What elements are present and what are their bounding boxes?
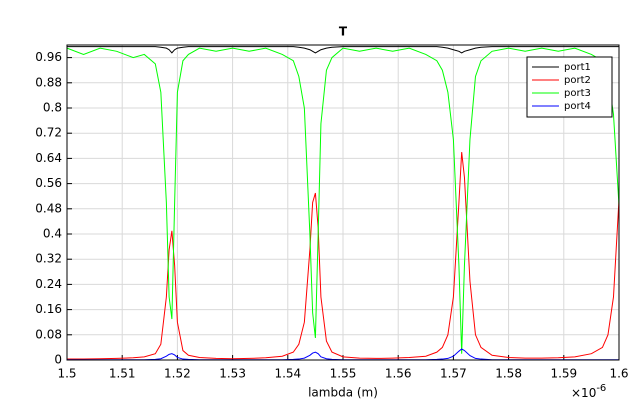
y-tick-label: 0.08 [35, 327, 62, 341]
x-tick-label: 1.5 [57, 367, 76, 381]
legend-label: port4 [564, 101, 591, 112]
y-tick-label: 0.88 [35, 75, 62, 89]
plot-frame [66, 44, 620, 361]
y-tick-label: 0.16 [35, 302, 62, 316]
line-series [66, 47, 620, 354]
legend-label: port1 [564, 62, 591, 73]
legend-label: port2 [564, 75, 591, 86]
y-tick-label: 0.32 [35, 252, 62, 266]
x-axis-label: lambda (m) [308, 386, 378, 400]
y-tick-label: 0.64 [35, 151, 62, 165]
y-tick-label: 0.96 [35, 50, 62, 64]
x-tick-label: 1.57 [440, 367, 467, 381]
x-tick-label: 1.6 [609, 367, 628, 381]
y-tick-label: 0.4 [43, 227, 62, 241]
x-tick-label: 1.58 [495, 367, 522, 381]
legend-label: port3 [564, 88, 591, 99]
x-tick-label: 1.59 [550, 367, 577, 381]
x-tick-label: 1.53 [219, 367, 246, 381]
y-tick-label: 0.56 [35, 176, 62, 190]
chart-title: T [339, 25, 348, 39]
x-exponent-base: ×10 [571, 386, 596, 400]
x-tick-label: 1.56 [385, 367, 412, 381]
x-tick-label: 1.55 [330, 367, 357, 381]
y-tick-label: 0.72 [35, 126, 62, 140]
line-series [67, 46, 619, 54]
x-exponent: ×10-6 [571, 383, 606, 400]
y-tick-label: 0.48 [35, 201, 62, 215]
x-exponent-power: -6 [596, 383, 606, 394]
y-tick-label: 0.8 [43, 101, 62, 115]
x-tick-label: 1.54 [274, 367, 301, 381]
y-tick-label: 0 [54, 353, 62, 367]
y-tick-label: 0.24 [35, 277, 62, 291]
line-series [67, 152, 620, 360]
x-tick-label: 1.52 [164, 367, 191, 381]
x-tick-label: 1.51 [109, 367, 136, 381]
